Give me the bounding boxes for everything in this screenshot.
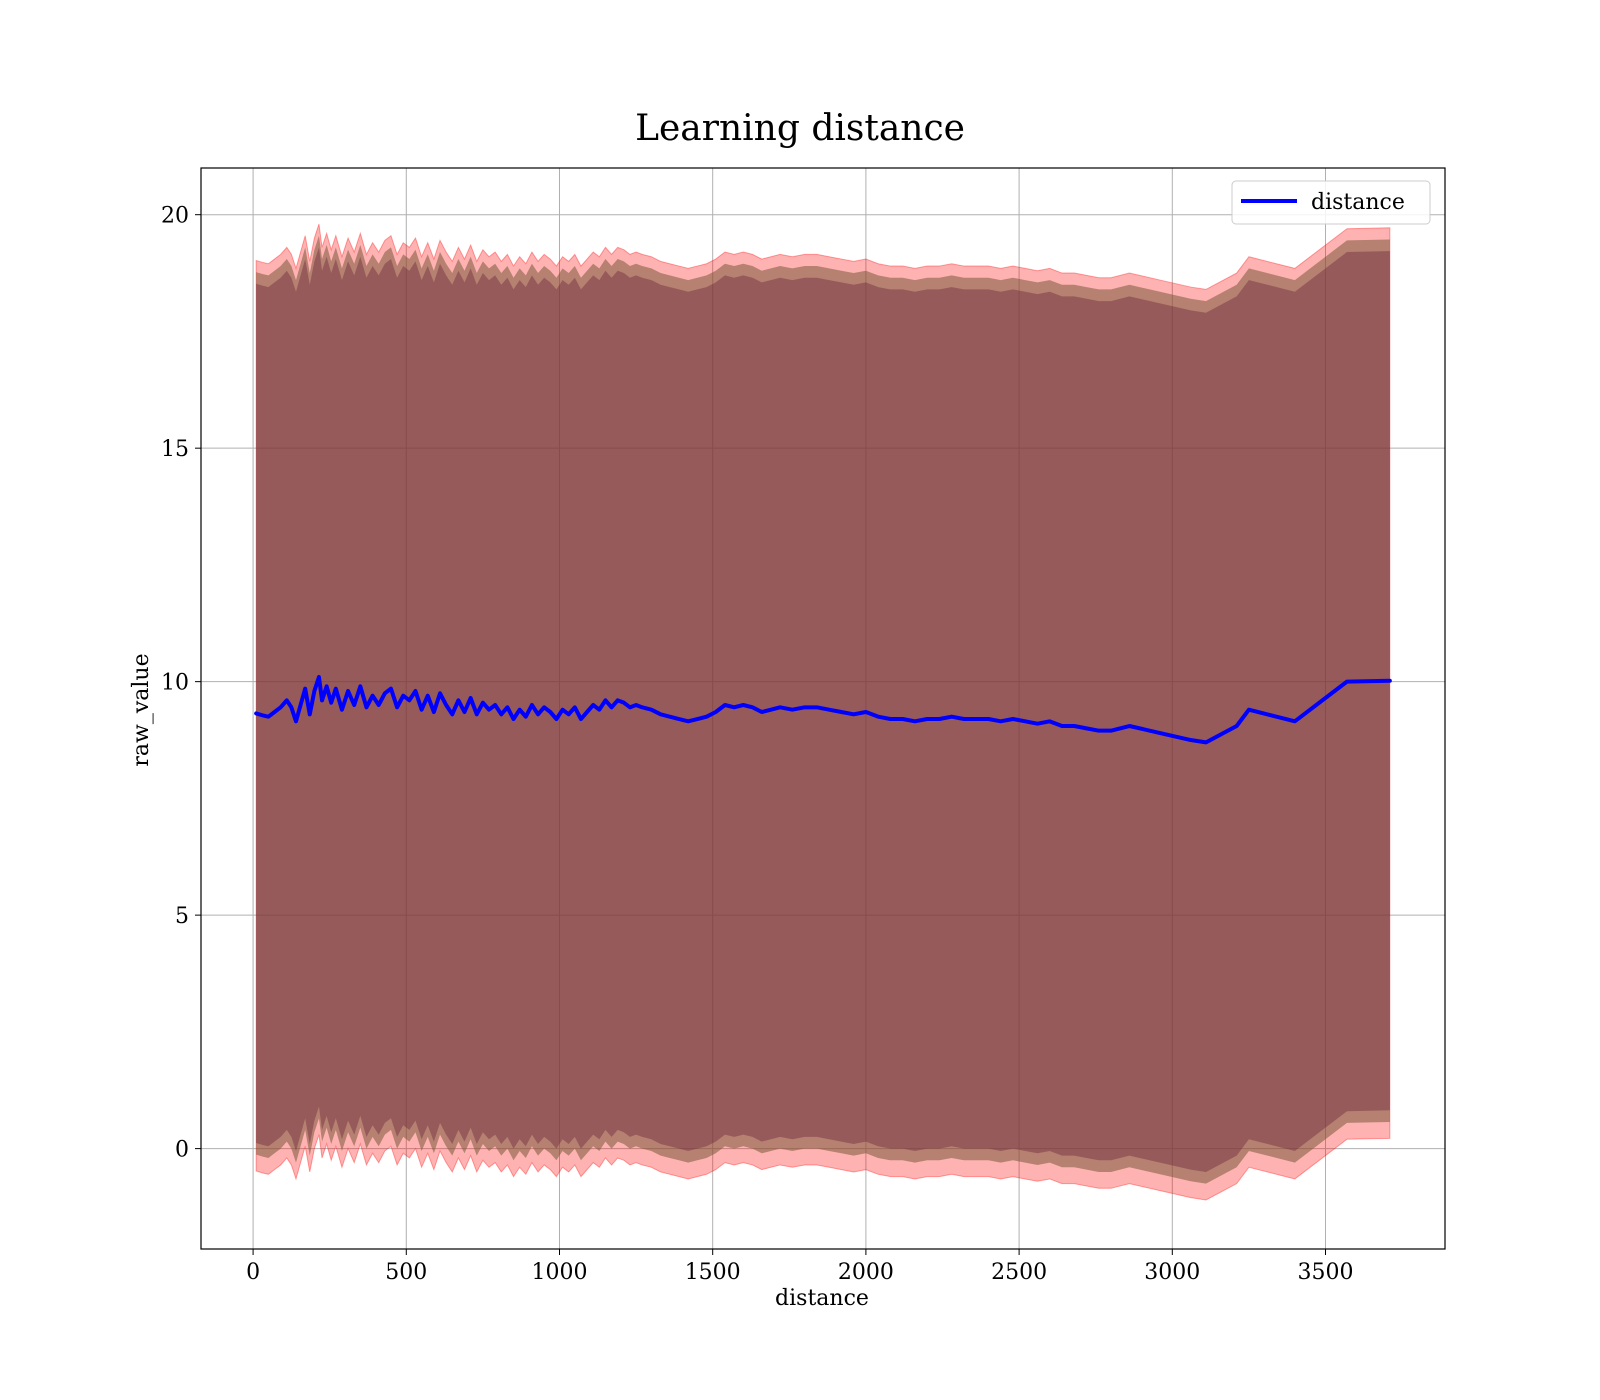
y-tick-label: 20 [161, 204, 189, 229]
y-tick-label: 10 [161, 671, 189, 696]
y-axis-ticks: 0 5 10 15 20 [161, 204, 201, 1163]
series-line-distance [254, 674, 1392, 745]
y-tick-label: 0 [175, 1138, 189, 1163]
legend-box [1231, 180, 1431, 225]
x-axis-ticks: 0 500 1000 1500 2000 2500 3000 3500 [246, 1249, 1354, 1285]
plot-frame [200, 167, 1446, 1250]
x-tick-label: 0 [246, 1260, 260, 1285]
y-axis-label: raw_value [129, 653, 154, 766]
y-tick-label: 15 [161, 437, 189, 462]
x-tick-label: 2000 [838, 1260, 894, 1285]
x-tick-label: 3000 [1144, 1260, 1200, 1285]
confidence-bands [255, 223, 1391, 1201]
x-axis-label: distance [775, 1286, 869, 1311]
x-tick-label: 1500 [685, 1260, 741, 1285]
x-tick-label: 1000 [531, 1260, 587, 1285]
x-tick-label: 3500 [1298, 1260, 1354, 1285]
x-tick-label: 500 [385, 1260, 427, 1285]
y-tick-label: 5 [175, 904, 189, 929]
chart-title: Learning distance [635, 108, 965, 149]
x-tick-label: 2500 [991, 1260, 1047, 1285]
series-lines [254, 674, 1392, 745]
legend: distance [1231, 180, 1431, 225]
legend-label: distance [1311, 190, 1405, 215]
